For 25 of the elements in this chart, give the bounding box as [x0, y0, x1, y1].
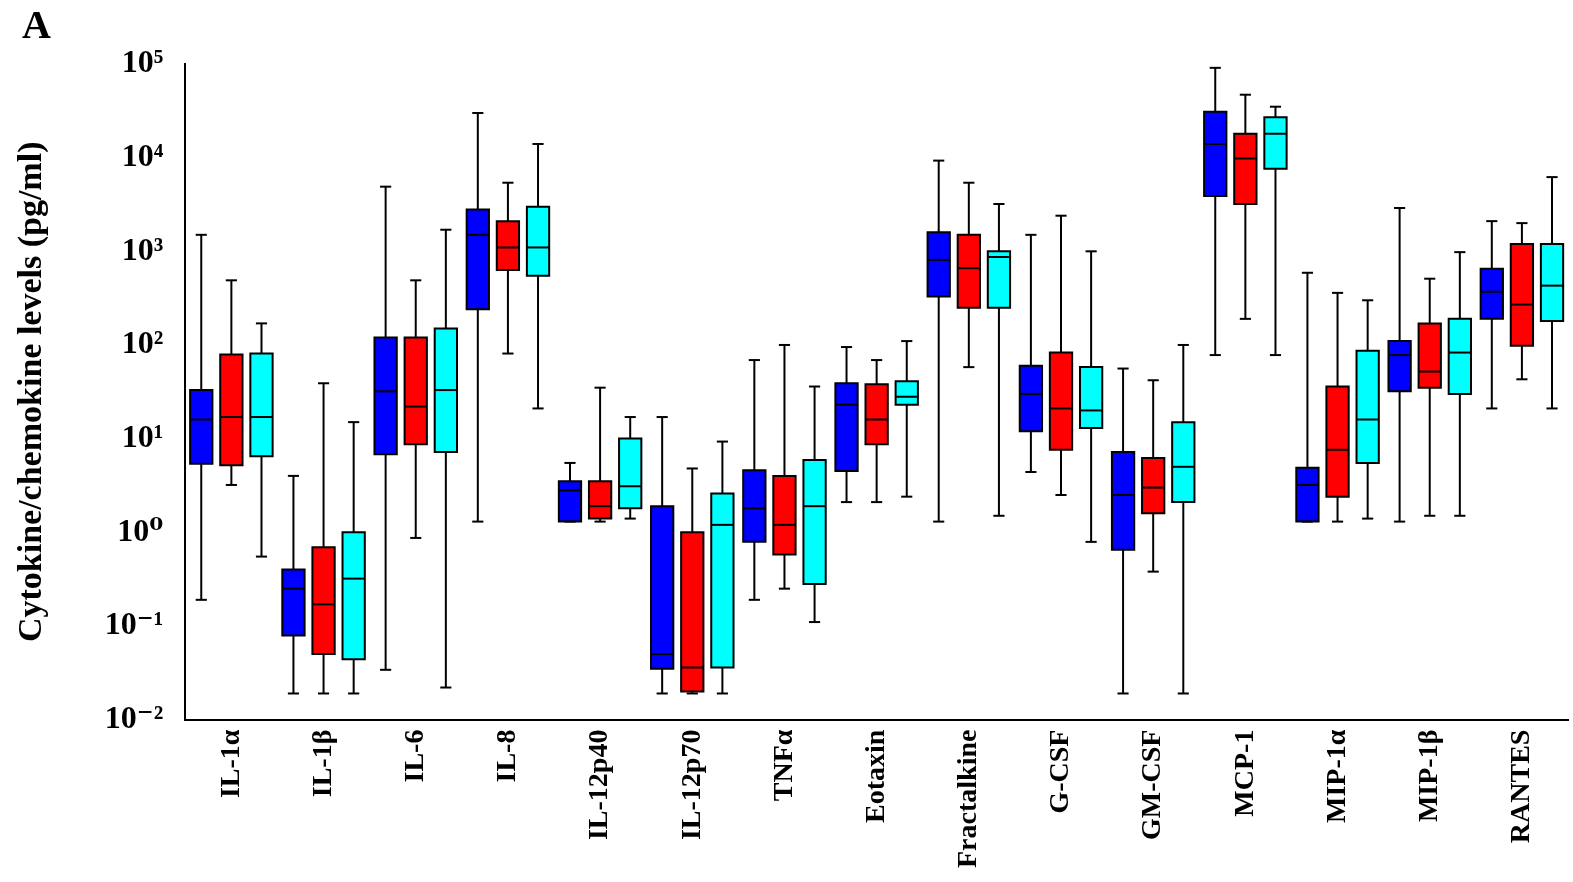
x-tick-label: RANTES [1504, 729, 1536, 844]
x-tick-label: IL-6 [397, 729, 429, 783]
y-tick-label: 10⁻¹ [104, 605, 164, 642]
y-axis-title: Cytokine/chemokine levels (pg/ml) [11, 141, 50, 643]
text: A [22, 2, 51, 48]
y-tick-label: 10² [121, 324, 164, 361]
y-tick-label: 10⁵ [121, 43, 164, 80]
y-tick-label: 10¹ [121, 417, 164, 454]
x-tick-label: IL-1β [305, 729, 337, 798]
y-tick-label: 10⁰ [117, 511, 164, 548]
y-tick-label: 10³ [121, 230, 164, 267]
x-tick-label: G-CSF [1043, 729, 1075, 814]
x-tick-label: MCP-1 [1227, 729, 1259, 817]
x-tick-label: GM-CSF [1135, 729, 1167, 841]
x-tick-label: TNFα [766, 729, 798, 802]
y-tick-label: 10⁻² [104, 698, 164, 735]
x-tick-label: Fractalkine [951, 729, 983, 869]
x-tick-label: MIP-1β [1411, 729, 1443, 823]
x-tick-label: Eotaxin [858, 729, 890, 823]
y-tick-label: 10⁴ [121, 136, 164, 173]
x-tick-label: IL-12p70 [674, 729, 706, 841]
x-tick-label: IL-12p40 [582, 729, 614, 841]
x-tick-label: IL-1α [213, 729, 245, 799]
x-tick-label: IL-8 [490, 729, 522, 783]
x-tick-label: MIP-1α [1319, 729, 1351, 823]
